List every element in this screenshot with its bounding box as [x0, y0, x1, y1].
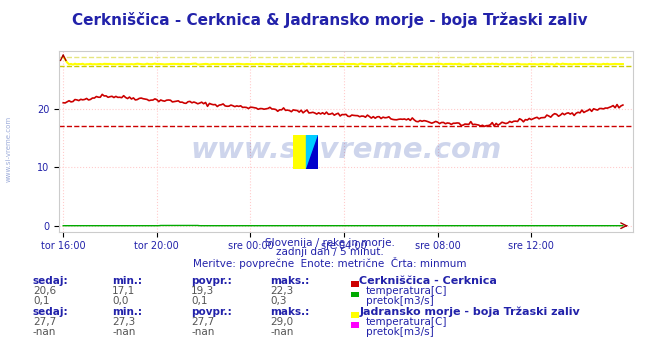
- Bar: [293, 135, 306, 169]
- Polygon shape: [306, 135, 318, 169]
- Bar: [351, 312, 359, 318]
- Text: temperatura[C]: temperatura[C]: [366, 286, 447, 296]
- Text: 22,3: 22,3: [270, 286, 293, 296]
- Text: 27,7: 27,7: [191, 317, 214, 327]
- Text: min.:: min.:: [112, 307, 142, 317]
- Text: pretok[m3/s]: pretok[m3/s]: [366, 296, 434, 307]
- Text: Slovenija / reke in morje.: Slovenija / reke in morje.: [264, 238, 395, 248]
- Text: 20,6: 20,6: [33, 286, 56, 296]
- Text: Cerkniščica - Cerknica & Jadransko morje - boja Tržaski zaliv: Cerkniščica - Cerknica & Jadransko morje…: [72, 12, 587, 28]
- Text: Meritve: povprečne  Enote: metrične  Črta: minmum: Meritve: povprečne Enote: metrične Črta:…: [192, 257, 467, 269]
- Text: sedaj:: sedaj:: [33, 307, 69, 317]
- Text: zadnji dan / 5 minut.: zadnji dan / 5 minut.: [275, 247, 384, 258]
- Text: Jadransko morje - boja Tržaski zaliv: Jadransko morje - boja Tržaski zaliv: [359, 307, 580, 317]
- Text: 0,3: 0,3: [270, 296, 287, 307]
- Text: 19,3: 19,3: [191, 286, 214, 296]
- Text: -nan: -nan: [270, 327, 293, 337]
- Bar: [351, 322, 359, 328]
- Text: -nan: -nan: [191, 327, 214, 337]
- Text: 0,1: 0,1: [33, 296, 49, 307]
- Text: povpr.:: povpr.:: [191, 276, 232, 286]
- Text: 29,0: 29,0: [270, 317, 293, 327]
- Bar: [351, 292, 359, 297]
- Text: maks.:: maks.:: [270, 276, 310, 286]
- Text: maks.:: maks.:: [270, 307, 310, 317]
- Text: 0,0: 0,0: [112, 296, 129, 307]
- Text: www.si-vreme.com: www.si-vreme.com: [5, 116, 12, 182]
- Text: 0,1: 0,1: [191, 296, 208, 307]
- Text: -nan: -nan: [112, 327, 135, 337]
- Text: 27,7: 27,7: [33, 317, 56, 327]
- Text: -nan: -nan: [33, 327, 56, 337]
- Text: povpr.:: povpr.:: [191, 307, 232, 317]
- Text: 27,3: 27,3: [112, 317, 135, 327]
- Bar: [351, 281, 359, 287]
- Text: www.si-vreme.com: www.si-vreme.com: [190, 136, 501, 164]
- Text: Cerkniščica - Cerknica: Cerkniščica - Cerknica: [359, 276, 497, 286]
- Text: min.:: min.:: [112, 276, 142, 286]
- Text: pretok[m3/s]: pretok[m3/s]: [366, 327, 434, 337]
- Text: sedaj:: sedaj:: [33, 276, 69, 286]
- Bar: [306, 135, 318, 169]
- Text: temperatura[C]: temperatura[C]: [366, 317, 447, 327]
- Text: 17,1: 17,1: [112, 286, 135, 296]
